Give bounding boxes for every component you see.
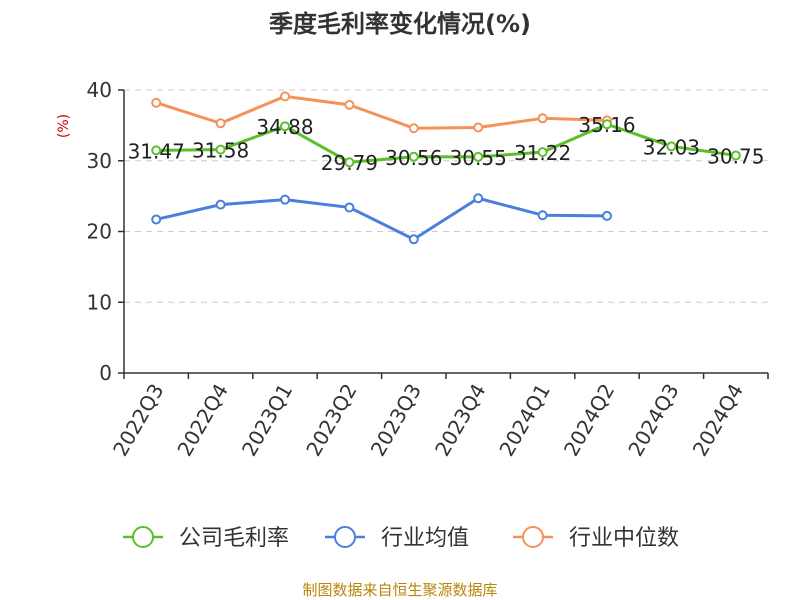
data-point [215, 199, 226, 210]
x-tick-label: 2023Q3 [366, 380, 426, 461]
data-point [344, 202, 355, 213]
data-point [666, 141, 677, 152]
y-tick-label: 0 [99, 361, 112, 385]
data-label: 30.55 [450, 146, 507, 170]
x-tick-label: 2023Q2 [301, 380, 361, 461]
data-point [215, 144, 226, 155]
data-point [730, 150, 741, 161]
series-layer [151, 91, 741, 245]
data-point [280, 91, 290, 102]
legend-marker [132, 526, 154, 548]
y-tick-label: 20 [87, 220, 112, 244]
series-line [155, 94, 608, 130]
series-line [156, 122, 737, 164]
data-point [537, 147, 548, 158]
grid-lines [124, 89, 768, 303]
legend-label: 行业均值 [381, 526, 469, 551]
y-tick-label: 40 [87, 78, 112, 102]
data-point [408, 123, 419, 134]
data-label: 34.88 [256, 115, 313, 139]
x-tick-label: 2022Q3 [108, 380, 168, 461]
legend-item: 公司毛利率 [123, 526, 289, 551]
legend-marker [522, 526, 544, 548]
data-label: 32.03 [643, 135, 700, 159]
data-point [280, 121, 290, 132]
series-1 [151, 193, 612, 245]
data-point [344, 99, 355, 110]
x-tick-label: 2024Q1 [494, 380, 554, 461]
data-point [602, 119, 612, 130]
x-tick-label: 2024Q4 [688, 380, 748, 461]
series-2 [151, 91, 612, 134]
data-label: 35.16 [578, 113, 635, 137]
chart-title: 季度毛利率变化情况(%) [269, 10, 531, 38]
data-point [473, 151, 484, 162]
series-0 [151, 119, 741, 168]
data-point [408, 234, 419, 245]
x-tick-label: 2024Q3 [623, 380, 683, 461]
legend-item: 行业中位数 [513, 526, 679, 551]
x-tick-label: 2023Q1 [237, 380, 297, 461]
legend: 公司毛利率 行业均值 行业中位数 [123, 526, 679, 551]
y-tick-label: 30 [87, 149, 112, 173]
series-line [155, 196, 608, 241]
source-note: 制图数据来自恒生聚源数据库 [302, 581, 497, 599]
data-label: 31.22 [514, 141, 571, 165]
data-point [151, 214, 162, 225]
y-axis-label: (%) [56, 114, 72, 138]
data-label: 29.79 [321, 151, 378, 175]
data-point [537, 113, 548, 124]
data-label: 31.58 [192, 139, 249, 163]
data-point [473, 193, 484, 204]
data-labels: 31.47 31.58 34.88 29.79 30.56 30.55 31.22 35.16… [128, 113, 765, 175]
data-label: 30.56 [385, 146, 442, 170]
data-point [473, 122, 484, 133]
x-tick-label: 2022Q4 [172, 380, 232, 461]
data-point [215, 118, 226, 129]
legend-label: 公司毛利率 [179, 526, 289, 551]
data-point [151, 145, 162, 156]
legend-label: 行业中位数 [569, 526, 679, 551]
data-point [537, 210, 548, 221]
legend-marker [334, 526, 356, 548]
x-tick-label: 2023Q4 [430, 380, 490, 461]
data-point [151, 97, 162, 108]
data-label: 31.47 [128, 139, 185, 163]
data-point [280, 194, 290, 205]
data-point [602, 210, 612, 221]
legend-item: 行业均值 [325, 526, 469, 551]
y-tick-label: 10 [87, 290, 112, 314]
data-point [344, 157, 355, 168]
x-tick-label: 2024Q2 [559, 380, 619, 461]
data-label: 30.75 [707, 144, 764, 168]
data-point [408, 151, 419, 162]
